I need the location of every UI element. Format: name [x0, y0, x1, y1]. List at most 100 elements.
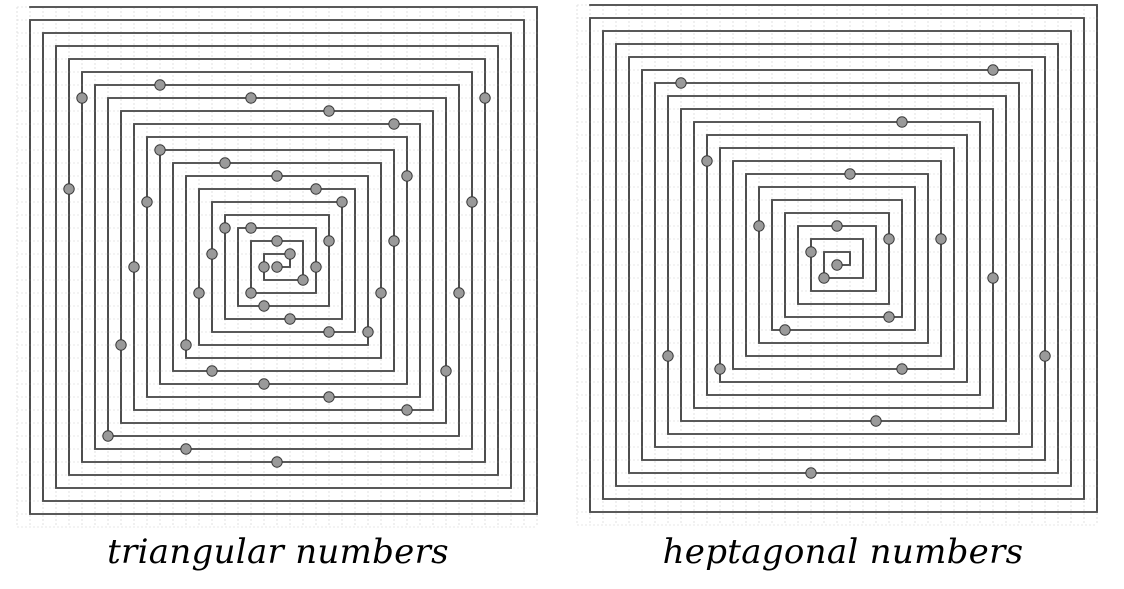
integer-tick [914, 433, 916, 435]
integer-tick [654, 407, 656, 409]
integer-tick [888, 472, 890, 474]
integer-tick [146, 19, 148, 21]
integer-tick [289, 370, 291, 372]
integer-tick [159, 435, 161, 437]
integer-tick [432, 136, 434, 138]
integer-ticks [29, 6, 538, 515]
integer-tick [719, 355, 721, 357]
integer-tick [380, 448, 382, 450]
integer-tick [172, 175, 174, 177]
integer-tick [888, 212, 890, 214]
integer-tick [1031, 186, 1033, 188]
integer-tick [380, 370, 382, 372]
integer-tick [680, 472, 682, 474]
integer-tick [914, 381, 916, 383]
integer-tick [198, 240, 200, 242]
integer-tick [172, 84, 174, 86]
triangular-number-marker [440, 365, 452, 377]
integer-tick [211, 162, 213, 164]
integer-tick [159, 162, 161, 164]
integer-tick [211, 409, 213, 411]
integer-tick [732, 173, 734, 175]
integer-tick [1096, 56, 1098, 58]
integer-tick [602, 160, 604, 162]
integer-tick [628, 459, 630, 461]
integer-tick [211, 188, 213, 190]
integer-tick [1005, 56, 1007, 58]
integer-tick [1096, 82, 1098, 84]
integer-tick [432, 175, 434, 177]
integer-tick [250, 279, 252, 281]
integer-tick [172, 253, 174, 255]
integer-tick [523, 396, 525, 398]
integer-tick [667, 212, 669, 214]
integer-tick [849, 147, 851, 149]
integer-tick [172, 331, 174, 333]
integer-tick [94, 357, 96, 359]
integer-tick [341, 71, 343, 73]
integer-tick [810, 199, 812, 201]
integer-tick [458, 19, 460, 21]
integer-tick [914, 134, 916, 136]
integer-tick [1044, 498, 1046, 500]
integer-tick [276, 370, 278, 372]
integer-tick [706, 238, 708, 240]
integer-tick [523, 227, 525, 229]
integer-tick [380, 214, 382, 216]
integer-tick [966, 4, 968, 6]
integer-tick [875, 316, 877, 318]
integer-tick [875, 329, 877, 331]
integer-tick [341, 318, 343, 320]
integer-tick [719, 30, 721, 32]
integer-tick [484, 448, 486, 450]
integer-tick [432, 370, 434, 372]
integer-tick [1096, 342, 1098, 344]
integer-tick [862, 160, 864, 162]
integer-tick [836, 82, 838, 84]
integer-tick [198, 6, 200, 8]
integer-tick [914, 368, 916, 370]
integer-tick [367, 123, 369, 125]
integer-tick [198, 487, 200, 489]
triangular-number-marker [193, 287, 205, 299]
integer-tick [1044, 264, 1046, 266]
integer-tick [888, 56, 890, 58]
integer-tick [953, 277, 955, 279]
integer-tick [914, 407, 916, 409]
integer-tick [29, 344, 31, 346]
integer-tick [289, 162, 291, 164]
integer-tick [94, 84, 96, 86]
integer-tick [667, 511, 669, 513]
integer-tick [380, 32, 382, 34]
integer-tick [107, 136, 109, 138]
integer-tick [42, 513, 44, 515]
integer-tick [159, 6, 161, 8]
integer-tick [107, 461, 109, 463]
integer-tick [367, 188, 369, 190]
integer-tick [432, 487, 434, 489]
integer-tick [120, 383, 122, 385]
integer-tick [315, 240, 317, 242]
integer-tick [823, 303, 825, 305]
integer-tick [81, 513, 83, 515]
integer-tick [354, 513, 356, 515]
integer-tick [875, 394, 877, 396]
integer-tick [1096, 472, 1098, 474]
integer-tick [797, 277, 799, 279]
integer-tick [836, 303, 838, 305]
integer-tick [1057, 56, 1059, 58]
integer-tick [55, 19, 57, 21]
integer-tick [719, 472, 721, 474]
integer-tick [810, 17, 812, 19]
integer-tick [771, 43, 773, 45]
integer-tick [797, 186, 799, 188]
integer-tick [445, 19, 447, 21]
integer-tick [393, 279, 395, 281]
integer-tick [797, 342, 799, 344]
integer-tick [927, 69, 929, 71]
triangular-number-marker [362, 326, 374, 338]
integer-tick [1070, 4, 1072, 6]
integer-tick [771, 4, 773, 6]
integer-tick [120, 279, 122, 281]
integer-tick [406, 58, 408, 60]
